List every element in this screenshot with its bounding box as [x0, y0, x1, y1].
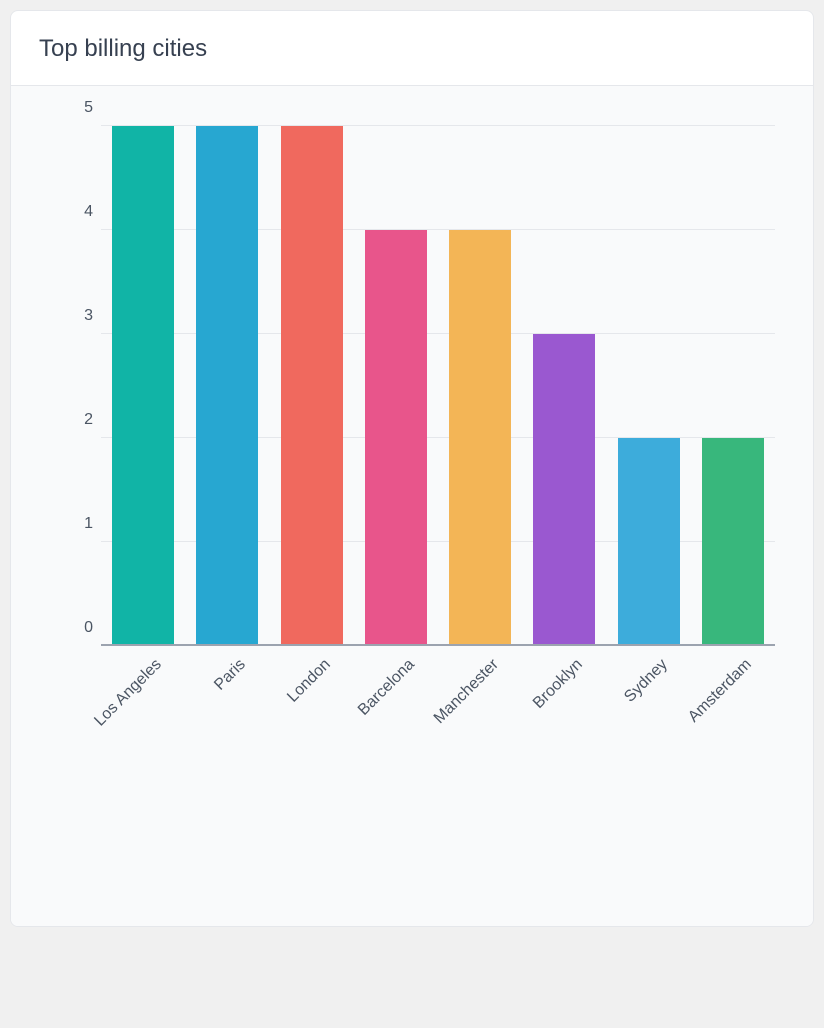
card-body: 012345 Los AngelesParisLondonBarcelonaMa… [11, 86, 813, 926]
x-axis-line [101, 644, 775, 646]
x-tick-label: Brooklyn [520, 646, 587, 713]
y-tick-label: 2 [39, 411, 93, 429]
x-tick-label: Manchester [421, 646, 503, 728]
bar [112, 126, 174, 646]
bar-slot: Manchester [438, 126, 522, 646]
y-tick-label: 0 [39, 619, 93, 637]
y-tick-label: 3 [39, 307, 93, 325]
y-tick-label: 1 [39, 515, 93, 533]
plot-area: Los AngelesParisLondonBarcelonaMancheste… [101, 126, 775, 646]
bar-slot: London [270, 126, 354, 646]
bar-slot: Sydney [607, 126, 691, 646]
bar [449, 230, 511, 646]
chart-card: Top billing cities 012345 Los AngelesPar… [10, 10, 814, 927]
x-tick-label: Paris [202, 646, 250, 694]
y-tick-label: 4 [39, 203, 93, 221]
bars-container: Los AngelesParisLondonBarcelonaMancheste… [101, 126, 775, 646]
bar-chart: 012345 Los AngelesParisLondonBarcelonaMa… [39, 126, 785, 766]
y-tick-label: 5 [39, 99, 93, 117]
card-title: Top billing cities [39, 35, 785, 63]
bar [533, 334, 595, 646]
x-tick-label: Sydney [611, 646, 671, 706]
card-header: Top billing cities [11, 11, 813, 86]
x-tick-label: Amsterdam [675, 646, 755, 726]
x-tick-label: London [274, 646, 334, 706]
x-tick-label: Barcelona [345, 646, 419, 720]
bar-slot: Los Angeles [101, 126, 185, 646]
bar-slot: Amsterdam [691, 126, 775, 646]
bar [618, 438, 680, 646]
bar [365, 230, 427, 646]
bar [196, 126, 258, 646]
bar-slot: Paris [185, 126, 269, 646]
bar-slot: Brooklyn [522, 126, 606, 646]
bar [281, 126, 343, 646]
bar [702, 438, 764, 646]
x-tick-label: Los Angeles [81, 646, 165, 730]
bar-slot: Barcelona [354, 126, 438, 646]
